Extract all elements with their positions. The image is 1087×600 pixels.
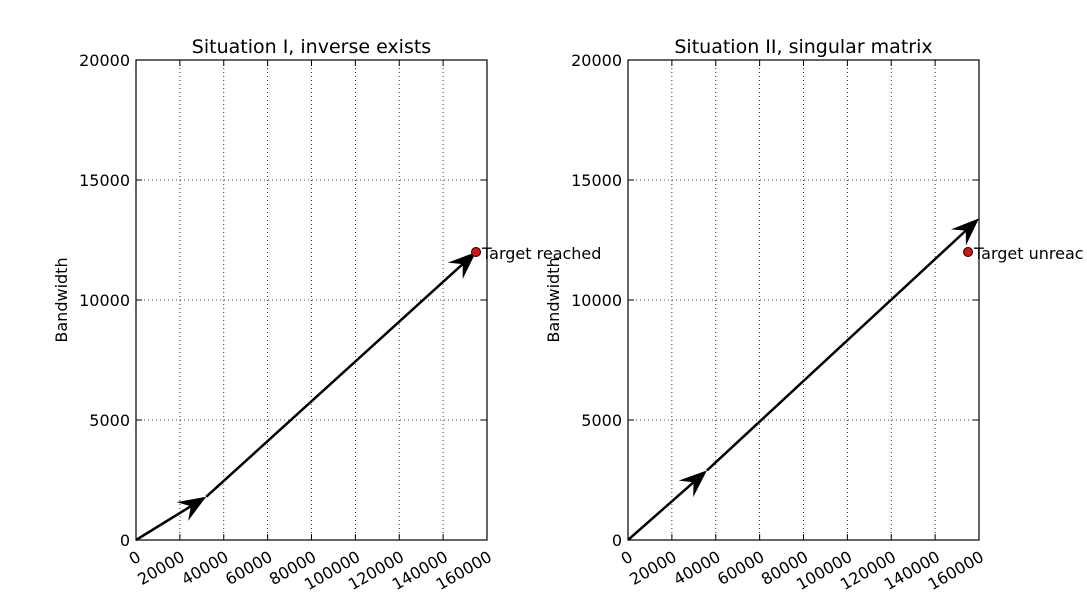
x-tick-label: 20000 [134,547,188,589]
y-axis-label: Bandwidth [544,257,563,342]
x-tick-label: 0 [126,547,144,569]
arrow-head [176,496,207,521]
chart-title: Situation II, singular matrix [674,36,932,58]
x-tick-label: 40000 [178,547,232,589]
y-tick-label: 0 [120,531,130,550]
y-tick-label: 5000 [581,411,622,430]
arrow-head [447,252,477,279]
arrow-head [678,470,707,498]
y-tick-label: 10000 [571,291,622,310]
chart-title: Situation I, inverse exists [192,36,431,58]
target-annotation: Target reached [481,244,601,263]
x-tick-label: 40000 [670,547,724,589]
arrow-shaft [627,481,695,541]
arrow-shaft [205,263,464,498]
chart-panel-situation-2: Situation II, singular matrix Bandwidth … [544,36,1084,594]
arrow-head [950,218,979,246]
y-tick-label: 15000 [79,171,130,190]
y-tick-label: 5000 [89,411,130,430]
arrow-shaft [706,229,967,472]
y-tick-label: 15000 [571,171,622,190]
x-tick-label: 60000 [222,547,276,589]
target-point [471,247,482,257]
y-tick-label: 0 [612,531,622,550]
target-annotation: Target unreac [973,244,1084,263]
y-axis-label: Bandwidth [52,257,71,342]
y-tick-label: 20000 [571,51,622,70]
x-tick-label: 20000 [626,547,680,589]
x-tick-label: 0 [618,547,636,569]
target-point [963,247,974,257]
x-tick-label: 60000 [714,547,768,589]
arrow-shaft [135,505,192,542]
y-tick-label: 10000 [79,291,130,310]
y-tick-label: 20000 [79,51,130,70]
chart-panel-situation-1: Situation I, inverse exists Bandwidth 02… [52,36,601,594]
